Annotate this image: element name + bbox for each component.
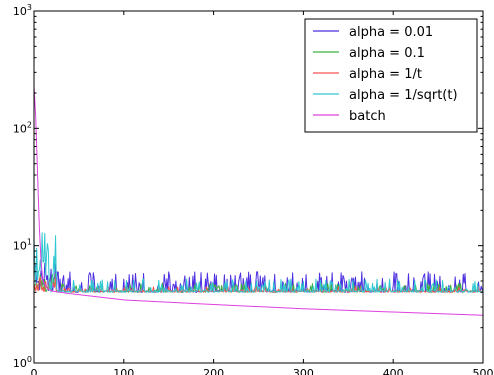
x-tick-label: 300 xyxy=(293,367,314,375)
legend-label: alpha = 1/sqrt(t) xyxy=(349,88,458,103)
x-tick-label: 100 xyxy=(113,367,134,375)
y-tick-label: 102 xyxy=(13,120,32,135)
legend-label: batch xyxy=(349,109,386,124)
y-tick-label: 101 xyxy=(13,238,32,253)
legend-box xyxy=(304,18,478,133)
x-tick-label: 500 xyxy=(473,367,494,375)
y-tick-label: 103 xyxy=(13,3,32,18)
plot-frame xyxy=(33,10,484,364)
series-layer xyxy=(33,85,484,316)
x-tick-label: 400 xyxy=(383,367,404,375)
y-tick-label: 100 xyxy=(13,355,32,370)
x-axis: 0 100 200 300 400 500 xyxy=(31,11,494,375)
legend: alpha = 0.01 alpha = 0.1 alpha = 1/t alpha … xyxy=(304,18,478,133)
series-line-4 xyxy=(33,85,484,316)
legend-label: alpha = 0.1 xyxy=(349,46,425,61)
y-axis: 100 101 102 103 xyxy=(13,3,483,370)
x-tick-label: 0 xyxy=(31,367,38,375)
legend-label: alpha = 1/t xyxy=(349,67,422,82)
legend-label: alpha = 0.01 xyxy=(349,25,433,40)
x-tick-label: 200 xyxy=(203,367,224,375)
series-line-3 xyxy=(33,232,484,293)
